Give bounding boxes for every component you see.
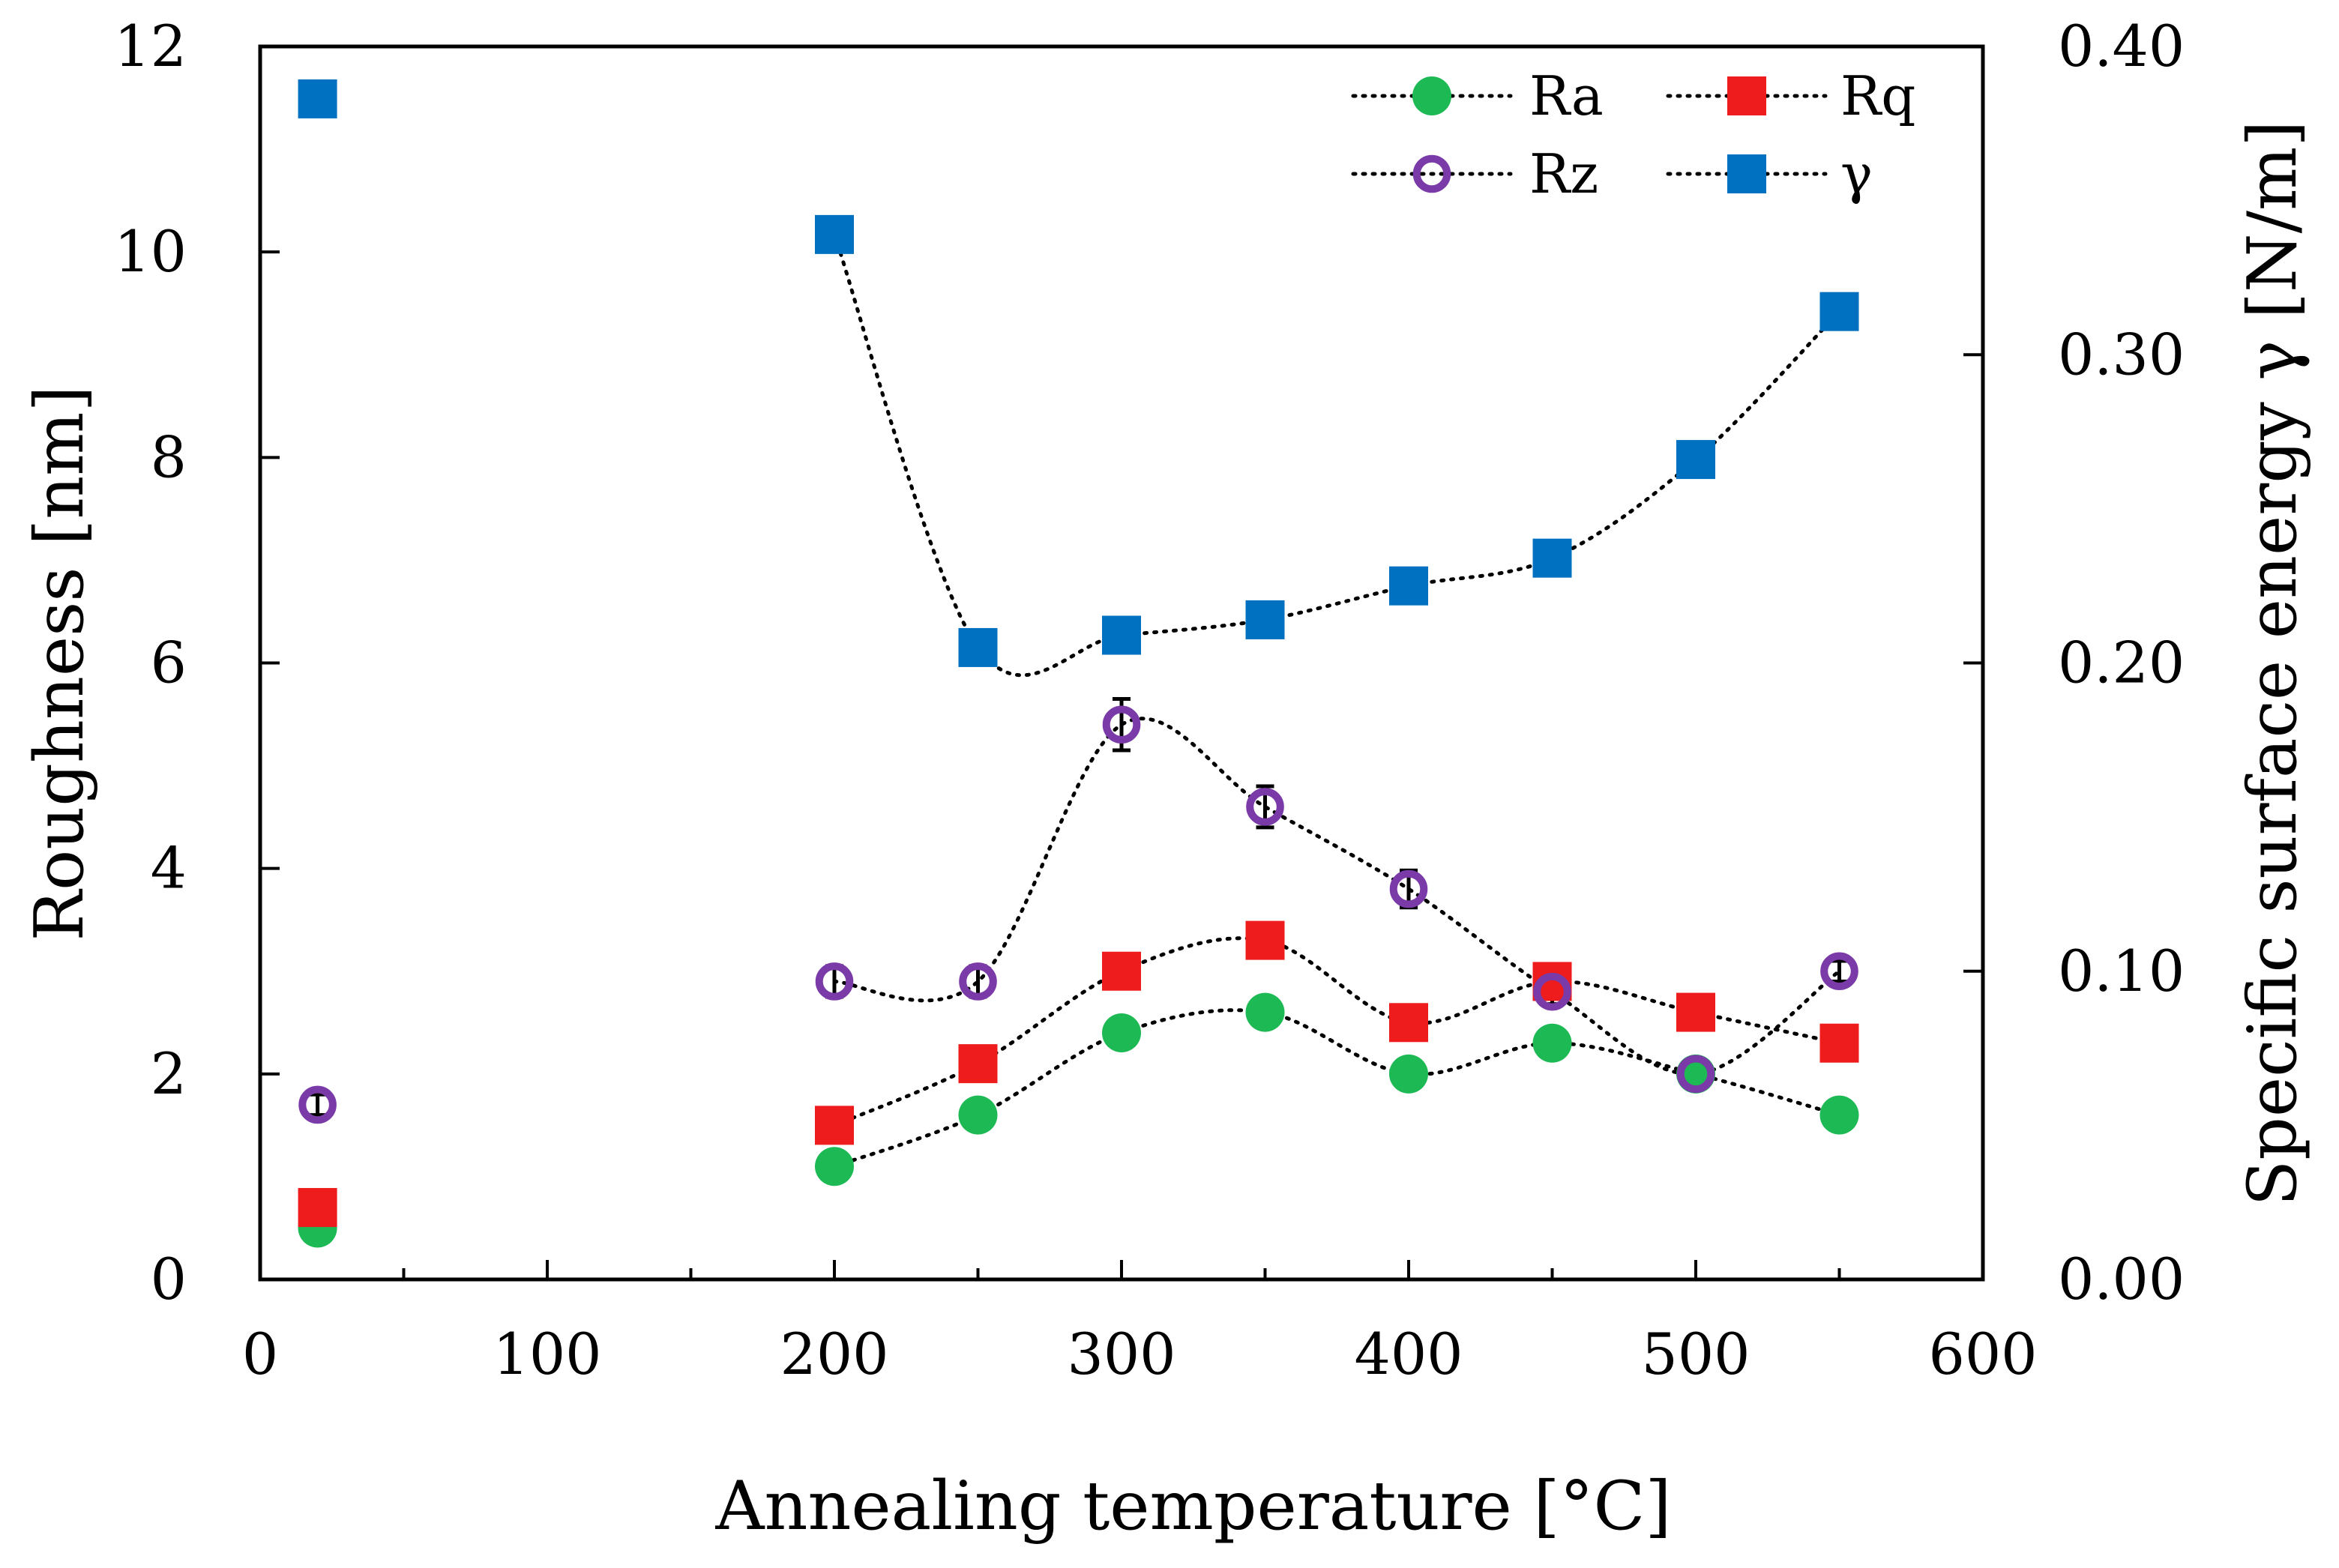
ticks-layer [259,45,1984,1281]
y-left-tick-label: 0 [151,1246,187,1312]
point-γ [1102,615,1141,655]
point-Ra [815,1147,854,1186]
point-Ra [1532,1023,1572,1063]
legend: Ra Rq Rz γ [1351,64,1915,205]
curve-γ [832,232,1841,678]
x-axis-title: Annealing temperature [°C] [714,1467,1671,1546]
point-Rq [1102,951,1141,991]
legend-marker [1412,154,1451,193]
error-bars-layer [308,696,1849,1232]
point-Rq [1389,1003,1428,1043]
legend-entry-Ra: Ra [1351,64,1604,127]
y-left-tick-label: 2 [151,1040,187,1107]
y-left-tick-label: 6 [151,630,187,696]
x-tick-label: 600 [1928,1321,2037,1387]
x-tick-label: 200 [780,1321,888,1387]
point-Rq [958,1044,998,1084]
y-left-axis-title: Roughness [nm] [20,385,99,941]
point-Ra [1245,992,1285,1032]
point-Rq [298,1188,337,1228]
point-Rz [298,1085,337,1124]
point-Ra [1389,1054,1428,1094]
legend-marker [1727,76,1766,115]
y-left-tick-label: 4 [151,835,187,902]
point-Ra [958,1095,998,1135]
point-Rq [1676,992,1715,1032]
point-Rz [1246,788,1284,826]
curve-Rz [832,717,1841,1076]
y-right-tick-label: 0.10 [2058,938,2185,1004]
y-right-tick-label: 0.00 [2058,1246,2185,1312]
x-tick-label: 400 [1354,1321,1463,1387]
legend-label: Ra [1529,64,1604,127]
legend-label: Rq [1840,64,1915,127]
x-tick-label: 300 [1067,1321,1175,1387]
legend-entry-Rq: Rq [1666,64,1915,127]
x-tick-label: 100 [493,1321,601,1387]
y-left-tick-label: 10 [114,218,187,285]
point-Rz [815,962,854,1001]
y-left-tick-label: 8 [151,423,187,490]
legend-entry-γ: γ [1666,142,1873,205]
y-right-axis-title: Specific surface energy γ [N/m] [2233,121,2312,1207]
y-right-tick-label: 0.20 [2058,630,2185,696]
point-γ [1676,440,1715,480]
point-γ [1819,292,1859,331]
points-layer [298,79,1859,1248]
x-tick-label: 500 [1641,1321,1750,1387]
point-Ra [1819,1095,1859,1135]
point-Rz [1102,705,1141,744]
point-Rq [1819,1023,1859,1063]
point-γ [298,79,337,118]
point-Rz [1533,972,1571,1011]
point-Rz [1676,1055,1715,1094]
point-Rz [1389,869,1428,908]
y-right-tick-label: 0.40 [2058,13,2185,79]
point-γ [1532,538,1572,578]
legend-marker [1412,76,1451,115]
plot-frame [258,44,1985,1282]
y-left-tick-label: 12 [114,13,187,79]
point-γ [815,214,854,254]
point-Rq [1245,920,1285,960]
y-right-tick-label: 0.30 [2058,321,2185,388]
tick-labels-layer: 0 100 200 300 400 500 600 0 2 4 6 8 10 12 0.00 0.10 0.20… [114,13,2185,1387]
point-Rz [959,962,997,1001]
point-Rz [1820,952,1858,991]
legend-label: Rz [1529,142,1598,205]
point-γ [958,627,998,667]
legend-entry-Rz: Rz [1351,142,1598,205]
point-Ra [1102,1013,1141,1052]
point-Rq [815,1106,854,1145]
point-γ [1245,600,1285,639]
legend-marker [1727,154,1766,193]
x-tick-label: 0 [242,1321,278,1387]
point-γ [1389,566,1428,606]
legend-label: γ [1840,142,1873,205]
